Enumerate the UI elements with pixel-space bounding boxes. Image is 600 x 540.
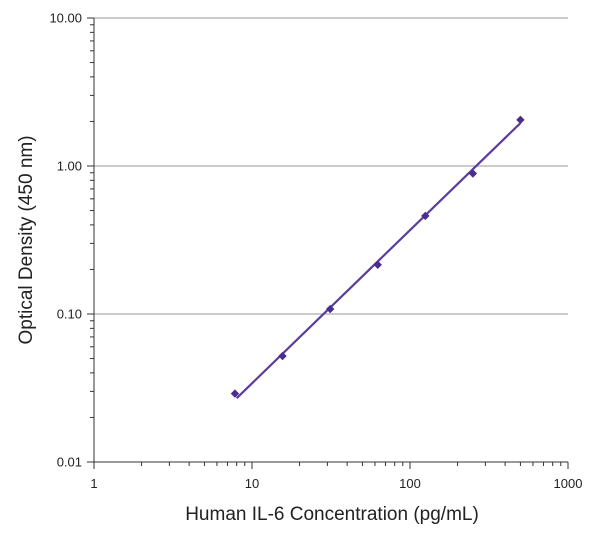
axes bbox=[93, 18, 568, 463]
fit-line-group bbox=[235, 122, 522, 399]
data-point bbox=[468, 169, 478, 178]
x-tick-label: 1 bbox=[90, 476, 97, 491]
x-tick-label: 100 bbox=[399, 476, 421, 491]
ticks: 0.01 0.10 1.00 10.00 1 10 100 1000 bbox=[49, 11, 582, 492]
y-tick-label: 10.00 bbox=[49, 11, 82, 26]
x-tick-label: 10 bbox=[245, 476, 259, 491]
data-point bbox=[516, 115, 525, 125]
x-axis-title: Human IL-6 Concentration (pg/mL) bbox=[185, 504, 479, 525]
y-tick-label: 0.01 bbox=[57, 455, 82, 470]
x-tick-label: 1000 bbox=[554, 476, 583, 491]
data-point bbox=[278, 351, 287, 361]
data-point bbox=[325, 304, 335, 314]
data-point bbox=[421, 211, 430, 221]
y-tick-label: 0.10 bbox=[57, 307, 82, 322]
grid-lines bbox=[94, 17, 568, 315]
fit-line bbox=[235, 122, 522, 399]
data-point bbox=[373, 260, 382, 269]
y-axis-title: Optical Density (450 nm) bbox=[16, 135, 37, 344]
y-tick-label: 1.00 bbox=[57, 159, 82, 174]
data-point bbox=[230, 389, 240, 398]
data-points bbox=[230, 115, 525, 398]
